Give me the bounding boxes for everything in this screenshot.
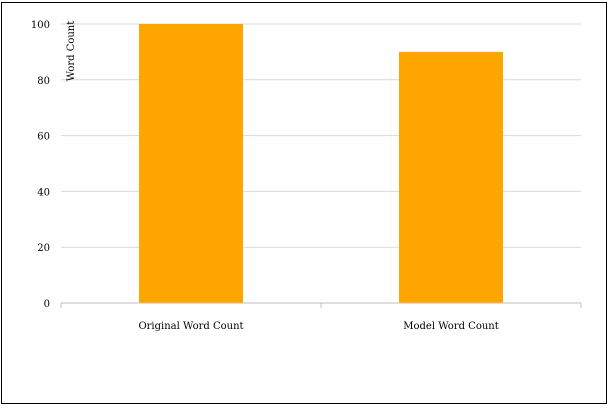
y-tick-label: 0 xyxy=(44,299,50,310)
y-tick-label: 100 xyxy=(31,20,50,31)
y-tick-label: 20 xyxy=(37,243,50,254)
bars xyxy=(139,24,503,304)
bar-1 xyxy=(139,24,243,303)
x-tick-label: Model Word Count xyxy=(403,321,499,332)
y-tick-label: 60 xyxy=(37,132,50,143)
labels: 0 20 40 60 80 100 Original Word Count Model Wor… xyxy=(31,20,499,332)
y-axis-title: Word Count xyxy=(66,21,77,82)
y-tick-label: 80 xyxy=(37,76,50,87)
chart-frame xyxy=(1,2,607,404)
bar-2 xyxy=(399,51,503,304)
y-tick-label: 40 xyxy=(37,187,50,198)
x-tick-label: Original Word Count xyxy=(138,321,243,332)
axes xyxy=(60,302,582,308)
